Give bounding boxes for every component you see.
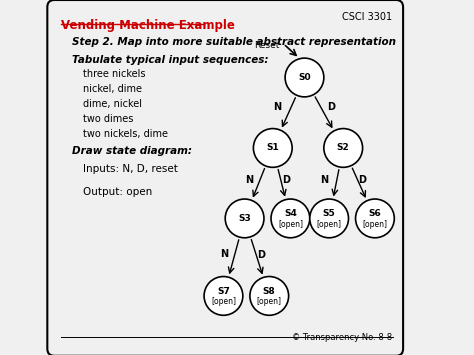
Circle shape — [310, 199, 348, 238]
Text: N: N — [220, 248, 228, 259]
Circle shape — [271, 199, 310, 238]
Text: dime, nickel: dime, nickel — [82, 99, 142, 109]
Text: D: D — [257, 250, 265, 261]
Text: Inputs: N, D, reset: Inputs: N, D, reset — [82, 164, 177, 174]
Text: Tabulate typical input sequences:: Tabulate typical input sequences: — [72, 55, 268, 65]
Text: S4: S4 — [284, 209, 297, 218]
Text: S8: S8 — [263, 287, 275, 296]
Text: [open]: [open] — [257, 297, 282, 306]
Text: two nickels, dime: two nickels, dime — [82, 129, 167, 139]
Text: nickel, dime: nickel, dime — [82, 84, 142, 94]
Text: CSCI 3301: CSCI 3301 — [342, 12, 392, 22]
Text: N: N — [273, 103, 282, 113]
Text: [open]: [open] — [211, 297, 236, 306]
Text: S1: S1 — [266, 143, 279, 152]
Text: S2: S2 — [337, 143, 350, 152]
Text: Reset: Reset — [254, 40, 279, 50]
Text: [open]: [open] — [317, 219, 342, 229]
Text: two dimes: two dimes — [82, 114, 133, 124]
Circle shape — [324, 129, 363, 167]
Text: Step 2. Map into more suitable abstract representation: Step 2. Map into more suitable abstract … — [72, 37, 396, 47]
Circle shape — [204, 277, 243, 315]
Text: © Transparency No. 8-8: © Transparency No. 8-8 — [292, 333, 392, 343]
Circle shape — [225, 199, 264, 238]
Text: S6: S6 — [369, 209, 381, 218]
Text: N: N — [320, 175, 328, 185]
Circle shape — [285, 58, 324, 97]
Text: N: N — [245, 175, 253, 185]
Circle shape — [250, 277, 289, 315]
Text: D: D — [358, 175, 366, 185]
Text: [open]: [open] — [363, 219, 387, 229]
FancyBboxPatch shape — [47, 0, 403, 355]
Text: Output: open: Output: open — [82, 187, 152, 197]
Text: S5: S5 — [323, 209, 336, 218]
Text: S0: S0 — [298, 73, 311, 82]
Text: S3: S3 — [238, 214, 251, 223]
Text: Draw state diagram:: Draw state diagram: — [72, 146, 192, 156]
Circle shape — [254, 129, 292, 167]
Text: D: D — [328, 103, 336, 113]
Text: three nickels: three nickels — [82, 69, 145, 79]
Text: Vending Machine Example: Vending Machine Example — [62, 20, 235, 32]
Text: S7: S7 — [217, 287, 230, 296]
Text: [open]: [open] — [278, 219, 303, 229]
Text: D: D — [282, 175, 290, 185]
Circle shape — [356, 199, 394, 238]
